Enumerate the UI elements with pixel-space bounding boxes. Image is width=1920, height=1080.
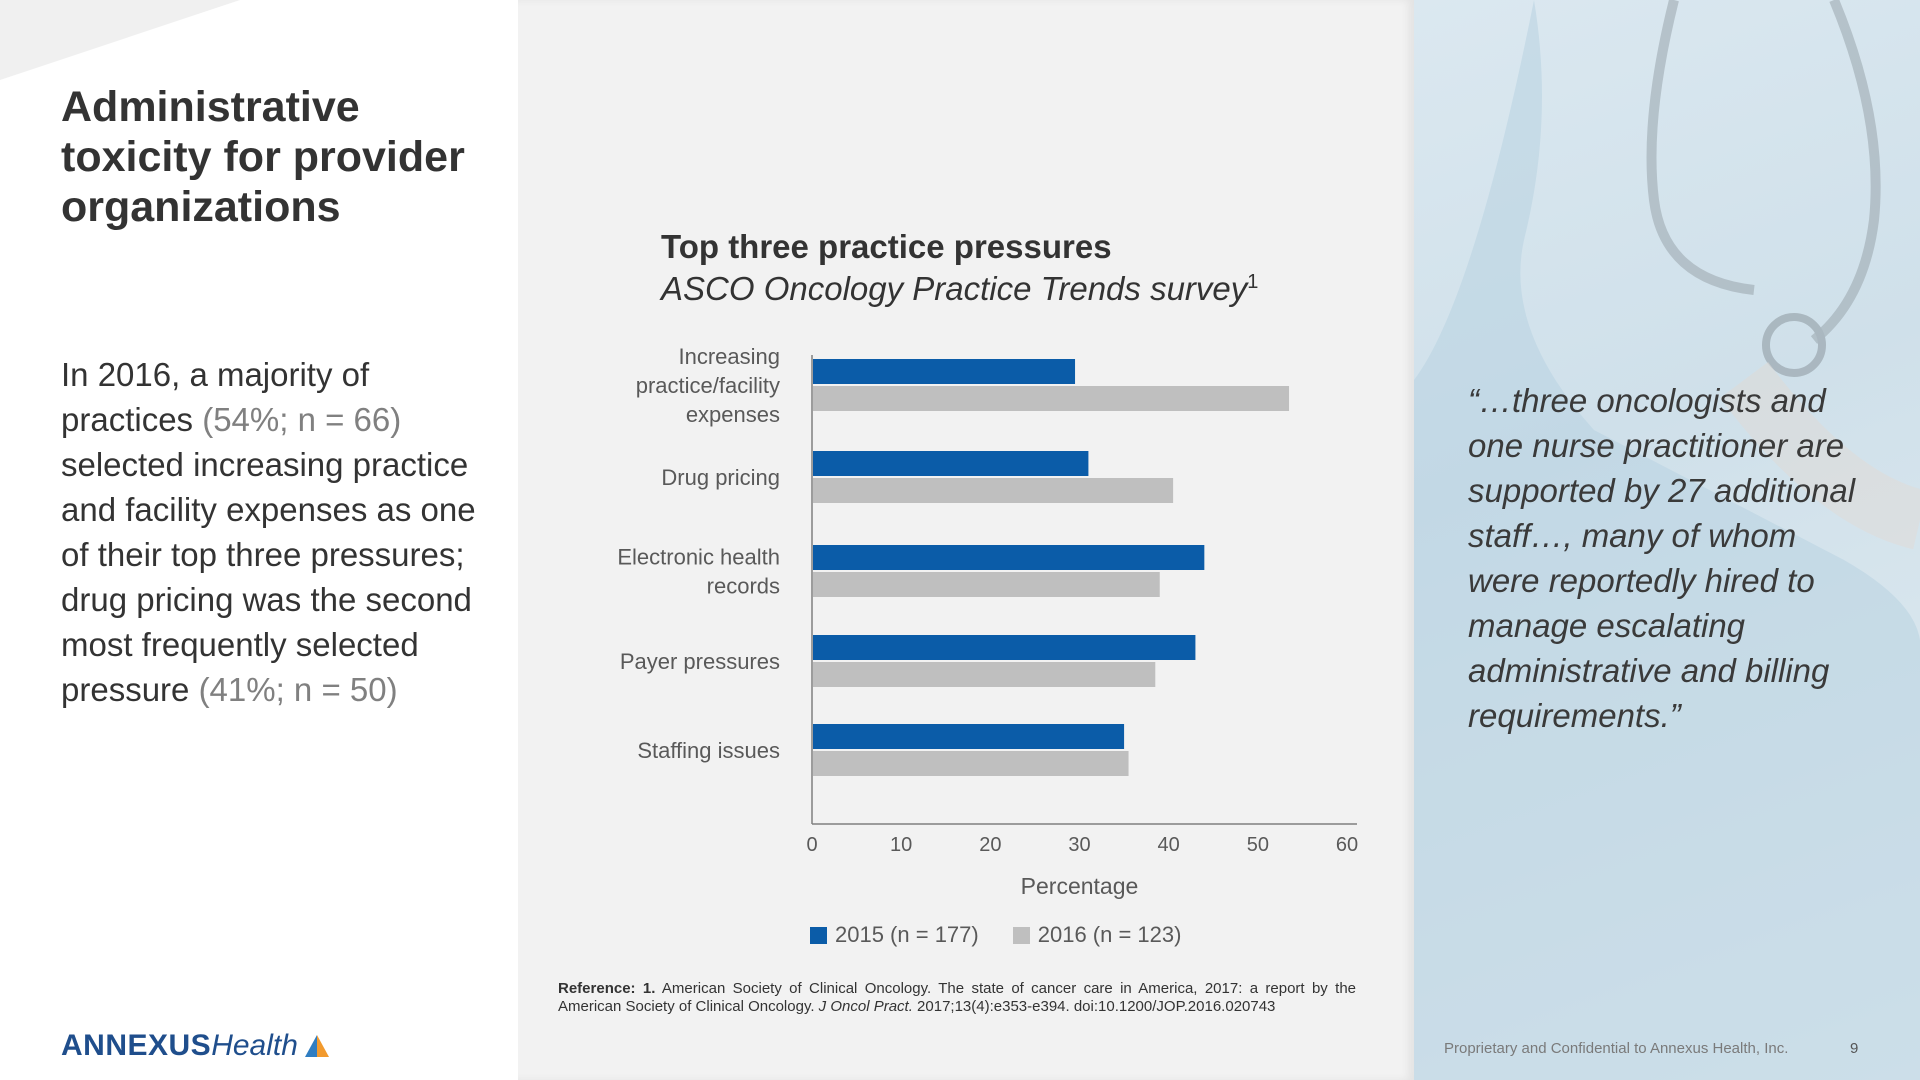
quote-panel (1414, 0, 1920, 1080)
category-label: Staffing issues (637, 738, 780, 763)
body-text: In 2016, a majority of practices (54%; n… (61, 352, 481, 712)
chart-legend: 2015 (n = 177) 2016 (n = 123) (810, 922, 1181, 948)
logo-text-strong: ANNEXUS (61, 1029, 212, 1062)
category-label: Electronic health records (617, 545, 780, 599)
stethoscope-background-image (1414, 0, 1920, 1080)
bar-2015-4 (813, 635, 1196, 660)
chart-panel (518, 0, 1414, 1080)
x-tick-label: 60 (1336, 834, 1358, 856)
legend-swatch-2016 (1012, 926, 1030, 944)
body-stat-2016: (54%; n = 66) (202, 401, 402, 438)
reference-journal: J Oncol Pract. (818, 998, 913, 1015)
logo-triangle-icon (304, 1035, 329, 1057)
bar-2016-3 (813, 572, 1160, 597)
page-number: 9 (1850, 1040, 1859, 1057)
legend-item-2015: 2015 (n = 177) (810, 922, 979, 948)
chart-subtitle-text: ASCO Oncology Practice Trends survey (661, 270, 1248, 307)
x-tick-label: 30 (1068, 834, 1090, 856)
body-text-part: selected increasing practice and facilit… (61, 446, 476, 708)
x-tick-label: 40 (1158, 834, 1180, 856)
bar-2015-2 (813, 451, 1089, 476)
bar-2016-1 (813, 386, 1290, 411)
footer-confidential: Proprietary and Confidential to Annexus … (1444, 1040, 1789, 1057)
body-text-part: In 2016, a majority of practices (61, 356, 370, 438)
x-tick-label: 10 (890, 834, 912, 856)
company-logo: ANNEXUS Health (61, 1026, 330, 1066)
logo-text-light: Health (211, 1029, 298, 1062)
category-label: Drug pricing (661, 465, 780, 490)
x-tick-label: 0 (806, 834, 817, 856)
quote-text: “…three oncologists and one nurse practi… (1468, 382, 1856, 734)
reference-note: Reference: 1. American Society of Clinic… (558, 980, 1356, 1016)
bar-2015-3 (813, 545, 1205, 570)
legend-label-2015: 2015 (n = 177) (835, 922, 979, 947)
left-panel (0, 0, 518, 1080)
x-tick-label: 20 (979, 834, 1001, 856)
corner-decoration (0, 0, 240, 80)
reference-label: Reference: 1. (558, 980, 656, 997)
bar-2015-1 (813, 359, 1076, 384)
bar-2016-2 (813, 478, 1174, 503)
legend-swatch-2015 (810, 926, 827, 944)
chart-subtitle: ASCO Oncology Practice Trends survey1 (661, 270, 1258, 308)
category-label: Payer pressures (620, 649, 780, 674)
x-tick-label: 50 (1247, 834, 1269, 856)
category-label: Increasing practice/facility expenses (636, 344, 780, 427)
legend-label-2016: 2016 (n = 123) (1037, 922, 1182, 947)
bar-2016-4 (813, 662, 1156, 687)
bar-2015-5 (813, 724, 1125, 749)
chart-title: Top three practice pressures (661, 228, 1112, 265)
reference-text: American Society of Clinical Oncology. T… (558, 980, 1356, 1015)
legend-item-2016: 2016 (n = 123) (1012, 922, 1182, 948)
bar-2016-5 (813, 751, 1129, 776)
x-axis-label: Percentage (1021, 873, 1139, 899)
slide-title: Administrative toxicity for provider org… (61, 83, 465, 231)
reference-superscript: 1 (1247, 271, 1259, 293)
body-stat-drug-pricing: (41%; n = 50) (198, 671, 398, 708)
reference-citation: 2017;13(4):e353-e394. doi:10.1200/JOP.20… (912, 998, 1276, 1015)
